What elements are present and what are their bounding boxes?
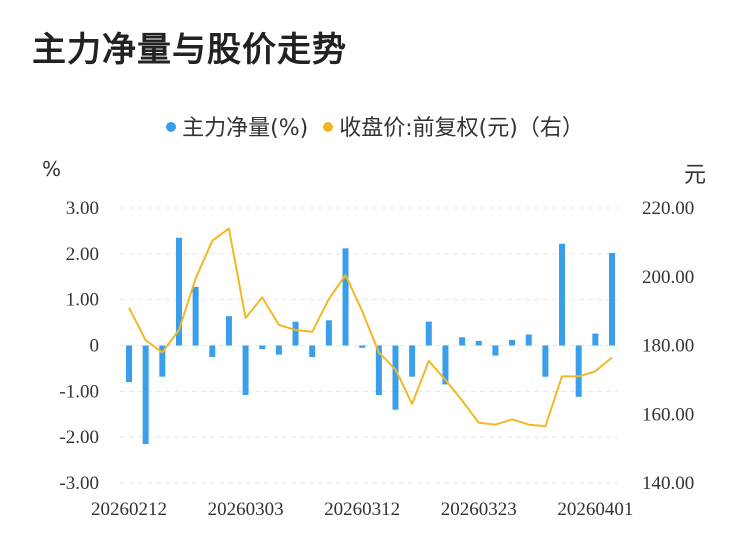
- y-left-tick-label: -2.00: [59, 427, 99, 448]
- bar: [126, 345, 132, 383]
- bar: [609, 252, 615, 346]
- y-right-tick-label: 180.00: [642, 336, 694, 357]
- bar: [392, 345, 399, 410]
- y-left-tick-label: 3.00: [66, 198, 99, 219]
- right-axis-unit: 元: [684, 163, 707, 188]
- bar: [225, 316, 232, 346]
- bar: [259, 345, 266, 350]
- bar: [525, 334, 532, 346]
- bar: [475, 340, 482, 346]
- x-tick-label: 20260212: [91, 499, 167, 520]
- bar: [192, 286, 199, 346]
- bar: [342, 248, 349, 346]
- bar: [442, 345, 449, 385]
- bar: [275, 345, 282, 355]
- bar: [325, 320, 332, 346]
- x-tick-label: 20260303: [208, 499, 284, 520]
- bar: [309, 345, 316, 357]
- y-left-tick-label: 0: [90, 336, 100, 357]
- y-right-tick-label: 200.00: [642, 267, 694, 288]
- price-line: [128, 227, 613, 428]
- left-axis-unit: %: [42, 157, 62, 181]
- legend-label-line: 收盘价:前复权(元)（右）: [339, 116, 584, 141]
- legend-dot-line-icon: [323, 122, 334, 132]
- bar: [359, 345, 366, 348]
- legend-item-line[interactable]: 收盘价:前复权(元)（右）: [323, 110, 584, 142]
- y-right-tick-label: 160.00: [642, 404, 694, 425]
- bar: [242, 345, 249, 395]
- y-left-tick-label: -3.00: [59, 473, 99, 494]
- bar: [375, 345, 382, 395]
- bar: [425, 321, 432, 346]
- y-left-tick-label: 2.00: [66, 244, 99, 265]
- x-tick-label: 20260312: [324, 499, 400, 520]
- bar: [509, 340, 516, 346]
- legend-item-bar[interactable]: 主力净量(%): [166, 110, 308, 142]
- bar: [542, 345, 549, 377]
- bar: [459, 337, 466, 346]
- y-left-tick-label: -1.00: [59, 381, 99, 402]
- x-tick-label: 20260401: [557, 499, 633, 520]
- y-right-tick-label: 220.00: [642, 198, 694, 219]
- bar: [409, 345, 416, 377]
- bar: [492, 345, 499, 356]
- bar: [592, 333, 599, 346]
- chart-title: 主力净量与股价走势: [32, 30, 347, 70]
- bar: [209, 345, 216, 357]
- bar: [142, 345, 149, 445]
- legend: 主力净量(%) 收盘价:前复权(元)（右）: [0, 110, 750, 142]
- bar: [292, 321, 299, 346]
- y-left-tick-label: 1.00: [66, 290, 99, 311]
- x-tick-label: 20260323: [441, 499, 517, 520]
- bar: [559, 243, 566, 346]
- y-right-tick-label: 140.00: [642, 473, 694, 494]
- bar: [159, 345, 166, 377]
- bar: [575, 345, 582, 397]
- legend-label-bar: 主力净量(%): [182, 116, 309, 141]
- legend-dot-bar-icon: [166, 122, 177, 132]
- bar: [175, 237, 182, 346]
